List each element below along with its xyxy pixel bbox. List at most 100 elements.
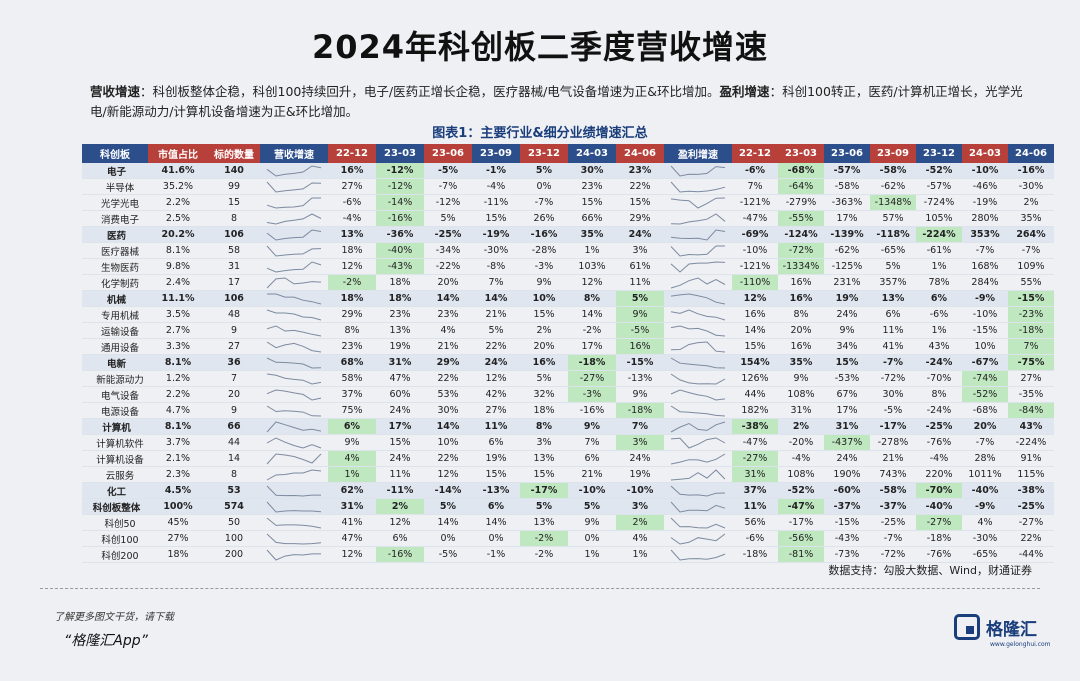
profit-growth-cell: 220% bbox=[916, 466, 962, 483]
profit-growth-cell: -61% bbox=[916, 242, 962, 259]
revenue-growth-cell: 24% bbox=[616, 226, 664, 243]
revenue-growth-cell: 16% bbox=[616, 338, 664, 355]
revenue-growth-cell: 0% bbox=[472, 530, 520, 547]
row-name: 电新 bbox=[82, 354, 148, 371]
revenue-sparkline bbox=[260, 306, 328, 323]
stock-count: 66 bbox=[208, 418, 260, 435]
footer-app-name: “格隆汇App” bbox=[64, 633, 148, 649]
profit-growth-cell: 5% bbox=[870, 258, 916, 275]
profit-growth-cell: 78% bbox=[916, 274, 962, 291]
profit-sparkline bbox=[664, 226, 732, 243]
sparkline-icon bbox=[670, 292, 726, 304]
profit-growth-cell: -27% bbox=[732, 450, 778, 467]
revenue-growth-cell: 9% bbox=[568, 514, 616, 531]
sparkline-icon bbox=[266, 324, 322, 336]
divider bbox=[40, 588, 1040, 589]
revenue-sparkline bbox=[260, 163, 328, 179]
profit-growth-cell: -279% bbox=[778, 194, 824, 211]
sparkline-icon bbox=[670, 405, 726, 416]
revenue-sparkline bbox=[260, 338, 328, 355]
row-name: 医疗器械 bbox=[82, 242, 148, 259]
source-note: 数据支持：勾股大数据、Wind，财通证券 bbox=[828, 564, 1032, 577]
revenue-growth-cell: 15% bbox=[520, 466, 568, 483]
profit-sparkline bbox=[664, 546, 732, 563]
revenue-growth-cell: -12% bbox=[376, 178, 424, 195]
profit-growth-cell: -6% bbox=[916, 306, 962, 323]
desc-label-profit: 盈利增速 bbox=[719, 84, 770, 99]
col-header-profit-spark: 盈利增速 bbox=[664, 144, 732, 163]
profit-growth-cell: 109% bbox=[1008, 258, 1054, 275]
stock-count: 53 bbox=[208, 482, 260, 499]
profit-growth-cell: -43% bbox=[824, 530, 870, 547]
profit-sparkline bbox=[664, 370, 732, 387]
sparkline-icon bbox=[670, 517, 726, 529]
stock-count: 48 bbox=[208, 306, 260, 323]
profit-growth-cell: 30% bbox=[870, 386, 916, 403]
revenue-growth-cell: 9% bbox=[520, 274, 568, 291]
profit-growth-cell: -53% bbox=[824, 370, 870, 387]
profit-growth-cell: -35% bbox=[1008, 386, 1054, 403]
profit-growth-cell: -7% bbox=[962, 434, 1008, 451]
profit-growth-cell: 28% bbox=[962, 450, 1008, 467]
stock-count: 20 bbox=[208, 386, 260, 403]
row-name: 医药 bbox=[82, 226, 148, 243]
sparkline-icon bbox=[670, 165, 726, 177]
profit-growth-cell: -18% bbox=[732, 546, 778, 563]
profit-growth-cell: 43% bbox=[1008, 418, 1054, 435]
revenue-growth-cell: 19% bbox=[616, 466, 664, 483]
revenue-growth-cell: 4% bbox=[328, 450, 376, 467]
table-row: 电气设备 2.2% 20 37% 60% 53% 42% 32% -3% 9% 44% 108% 67%… bbox=[82, 386, 1054, 403]
revenue-growth-cell: -12% bbox=[424, 194, 472, 211]
revenue-growth-cell: 12% bbox=[328, 546, 376, 563]
revenue-growth-cell: 12% bbox=[472, 370, 520, 387]
revenue-growth-cell: 62% bbox=[328, 482, 376, 499]
revenue-growth-cell: 37% bbox=[328, 386, 376, 403]
revenue-growth-cell: 6% bbox=[568, 450, 616, 467]
revenue-growth-cell: 9% bbox=[328, 434, 376, 451]
revenue-growth-cell: 15% bbox=[520, 306, 568, 323]
row-name: 电子 bbox=[82, 163, 148, 179]
revenue-growth-cell: 21% bbox=[568, 466, 616, 483]
revenue-growth-cell: 58% bbox=[328, 370, 376, 387]
revenue-growth-cell: 23% bbox=[616, 163, 664, 179]
stock-count: 106 bbox=[208, 226, 260, 243]
sparkline-icon bbox=[670, 276, 726, 288]
profit-growth-cell: 11% bbox=[870, 322, 916, 339]
revenue-growth-cell: 0% bbox=[520, 178, 568, 195]
revenue-growth-cell: 47% bbox=[328, 530, 376, 547]
profit-growth-cell: -65% bbox=[870, 242, 916, 259]
market-cap-share: 3.7% bbox=[148, 434, 208, 451]
revenue-growth-cell: 7% bbox=[568, 434, 616, 451]
profit-growth-cell: 31% bbox=[824, 418, 870, 435]
revenue-growth-cell: 3% bbox=[616, 498, 664, 515]
profit-growth-cell: 1% bbox=[916, 322, 962, 339]
revenue-growth-cell: -36% bbox=[376, 226, 424, 243]
profit-sparkline bbox=[664, 210, 732, 227]
revenue-growth-cell: -19% bbox=[472, 226, 520, 243]
revenue-growth-cell: 103% bbox=[568, 258, 616, 275]
market-cap-share: 2.2% bbox=[148, 386, 208, 403]
profit-growth-cell: -24% bbox=[916, 402, 962, 419]
row-name: 计算机 bbox=[82, 418, 148, 435]
revenue-growth-cell: 14% bbox=[424, 290, 472, 307]
revenue-growth-cell: 3% bbox=[616, 242, 664, 259]
revenue-growth-cell: -18% bbox=[568, 354, 616, 371]
market-cap-share: 3.3% bbox=[148, 338, 208, 355]
sparkline-icon bbox=[670, 436, 726, 449]
sparkline-icon bbox=[266, 452, 322, 464]
revenue-sparkline bbox=[260, 418, 328, 435]
table-row: 计算机设备 2.1% 14 4% 24% 22% 19% 13% 6% 24% -27% -4% 24%… bbox=[82, 450, 1054, 467]
revenue-growth-cell: -22% bbox=[424, 258, 472, 275]
stock-count: 9 bbox=[208, 402, 260, 419]
profit-growth-cell: 31% bbox=[778, 402, 824, 419]
revenue-sparkline bbox=[260, 210, 328, 227]
profit-growth-cell: -52% bbox=[916, 163, 962, 179]
row-name: 科创100 bbox=[82, 530, 148, 547]
profit-growth-cell: 16% bbox=[778, 338, 824, 355]
revenue-growth-cell: 15% bbox=[568, 194, 616, 211]
profit-growth-cell: -55% bbox=[778, 210, 824, 227]
revenue-growth-cell: -11% bbox=[472, 194, 520, 211]
sparkline-icon bbox=[670, 197, 726, 209]
stock-count: 140 bbox=[208, 163, 260, 179]
profit-growth-cell: 55% bbox=[1008, 274, 1054, 291]
